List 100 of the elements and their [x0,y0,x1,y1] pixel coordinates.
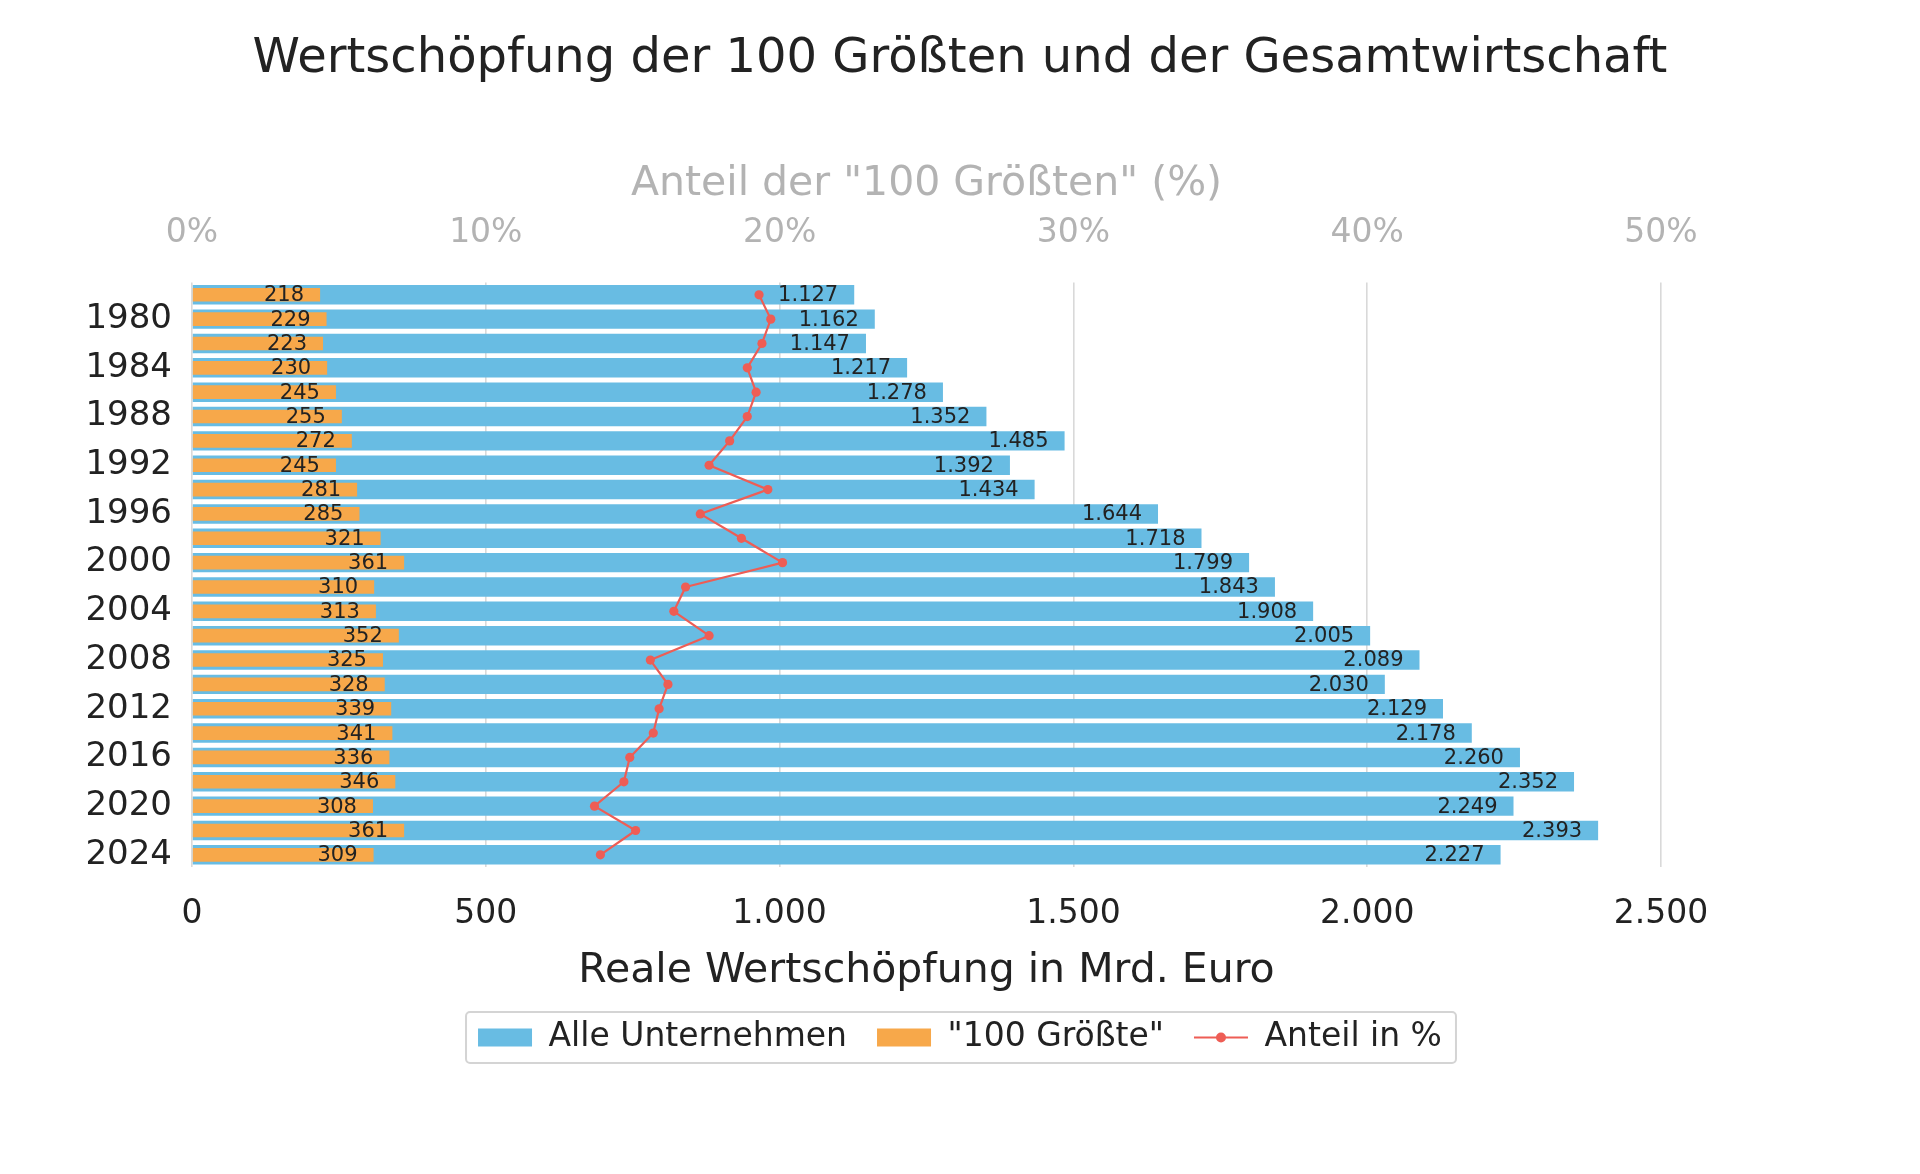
x2-tick-label: 0% [165,211,219,251]
point [654,704,664,714]
point [757,338,767,349]
bar [192,385,336,399]
y-tick-label: 1980 [85,295,172,336]
bar [192,774,396,789]
x2-axis-title: Anteil der "100 Größten" (%) [630,156,1223,205]
data-label: 328 [328,671,369,696]
data-label: 325 [326,647,367,672]
x2-tick-label: 10% [449,211,523,251]
y-tick-label: 2020 [85,782,172,823]
data-label: 1.434 [958,477,1019,502]
bar [192,726,393,740]
x-tick-label: 2.000 [1319,892,1415,932]
bar [192,287,321,302]
data-label: 2.352 [1497,769,1559,794]
data-label: 346 [339,769,380,794]
x2-tick-label: 30% [1036,211,1111,251]
bar [192,650,1420,670]
data-label: 1.392 [933,452,994,477]
data-label: 285 [303,501,344,526]
point [742,411,752,422]
x2-tick-label: 40% [1330,211,1404,251]
data-label: 218 [264,282,305,307]
data-label: 2.089 [1343,647,1404,672]
data-label: 1.799 [1172,550,1234,575]
data-label: 245 [279,452,320,477]
data-label: 336 [333,744,374,769]
data-label: 2.178 [1395,720,1456,745]
data-label: 1.644 [1081,501,1143,526]
y-tick-label: 2008 [85,636,172,677]
bar [192,458,336,473]
data-label: 361 [348,817,389,842]
data-label: 2.227 [1424,842,1485,867]
data-label: 2.030 [1308,671,1369,696]
bar [192,701,392,716]
point [595,850,605,860]
point [751,387,761,397]
point [663,679,673,689]
data-label: 229 [270,306,311,331]
data-label: 1.162 [798,306,859,331]
point [742,363,752,373]
point [704,460,714,470]
y-tick-label: 1996 [85,490,172,531]
point [695,509,705,519]
point [619,777,629,787]
data-label: 339 [335,696,376,721]
x-tick-label: 500 [454,892,518,932]
data-label: 341 [336,720,377,745]
data-label: 255 [285,403,326,428]
data-label: 2.393 [1522,817,1583,842]
y-tick-label: 2016 [85,734,172,775]
data-label: 352 [342,623,383,648]
x-tick-label: 2.500 [1613,892,1709,932]
data-label: 1.485 [988,428,1049,453]
bar [192,723,1472,743]
bar [192,531,381,546]
data-label: 1.718 [1125,525,1186,550]
data-label: 310 [318,574,359,599]
point [704,631,714,641]
point [766,314,776,324]
data-label: 309 [317,842,358,867]
point [645,655,655,665]
point [763,484,773,495]
point [736,533,747,543]
point [589,801,600,811]
data-label: 1.908 [1237,598,1298,623]
data-label: 1.127 [778,282,839,307]
point [625,752,635,763]
data-label: 281 [301,477,342,502]
point [631,825,641,836]
data-label: 2.005 [1294,623,1355,648]
point [648,728,658,738]
chart-title: Wertschöpfung der 100 Größten und der Gesamtwirtschaft [252,27,1668,84]
y-tick-label: 2000 [85,539,172,580]
data-label: 321 [324,525,365,550]
y-tick-label: 2012 [85,685,172,726]
x-axis-title: Reale Wertschöpfung in Mrd. Euro [578,944,1275,993]
point [777,558,788,568]
point [725,436,735,446]
bar [192,312,327,326]
y-tick-label: 1988 [85,393,172,434]
data-label: 1.843 [1198,574,1259,599]
y-tick-label: 1984 [85,344,172,385]
data-label: 230 [271,355,312,380]
data-label: 1.217 [830,355,892,380]
x-tick-label: 1.000 [732,892,827,932]
data-label: 2.260 [1443,744,1504,769]
data-label: 1.278 [866,379,927,404]
data-label: 272 [295,428,336,453]
y-tick-label: 2004 [85,588,172,629]
bar [192,799,373,813]
data-label: 1.352 [910,403,971,428]
legend-label: Anteil in % [1264,1015,1442,1055]
x-tick-label: 1.500 [1026,892,1121,932]
x2-tick-label: 50% [1624,211,1698,251]
data-label: 223 [266,330,308,355]
bar [192,796,1514,816]
data-label: 2.249 [1437,793,1498,818]
data-label: 2.129 [1366,696,1427,721]
